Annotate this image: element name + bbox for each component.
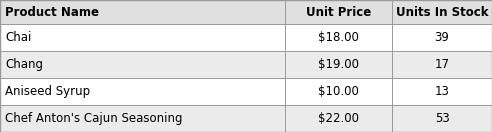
Bar (285, 105, 392, 132)
Bar (0, 51, 285, 78)
Bar (285, 0, 392, 24)
Text: 13: 13 (434, 85, 449, 98)
Bar (392, 51, 492, 78)
Text: Chai: Chai (5, 31, 31, 44)
Text: $22.00: $22.00 (318, 112, 359, 125)
Bar (0, 78, 285, 105)
Text: 53: 53 (434, 112, 449, 125)
Bar (285, 51, 392, 78)
Bar (392, 0, 492, 24)
Text: Product Name: Product Name (5, 6, 99, 18)
Text: $10.00: $10.00 (318, 85, 359, 98)
Bar (285, 24, 392, 51)
Text: 17: 17 (434, 58, 450, 71)
Text: 39: 39 (434, 31, 449, 44)
Bar (392, 24, 492, 51)
Text: Chef Anton's Cajun Seasoning: Chef Anton's Cajun Seasoning (5, 112, 183, 125)
Bar (285, 78, 392, 105)
Bar (0, 105, 285, 132)
Bar (0, 0, 285, 24)
Text: $19.00: $19.00 (318, 58, 359, 71)
Text: Unit Price: Unit Price (306, 6, 371, 18)
Text: Chang: Chang (5, 58, 43, 71)
Text: $18.00: $18.00 (318, 31, 359, 44)
Bar (392, 78, 492, 105)
Text: Aniseed Syrup: Aniseed Syrup (5, 85, 90, 98)
Bar (0, 24, 285, 51)
Bar (392, 105, 492, 132)
Text: Units In Stock: Units In Stock (396, 6, 488, 18)
